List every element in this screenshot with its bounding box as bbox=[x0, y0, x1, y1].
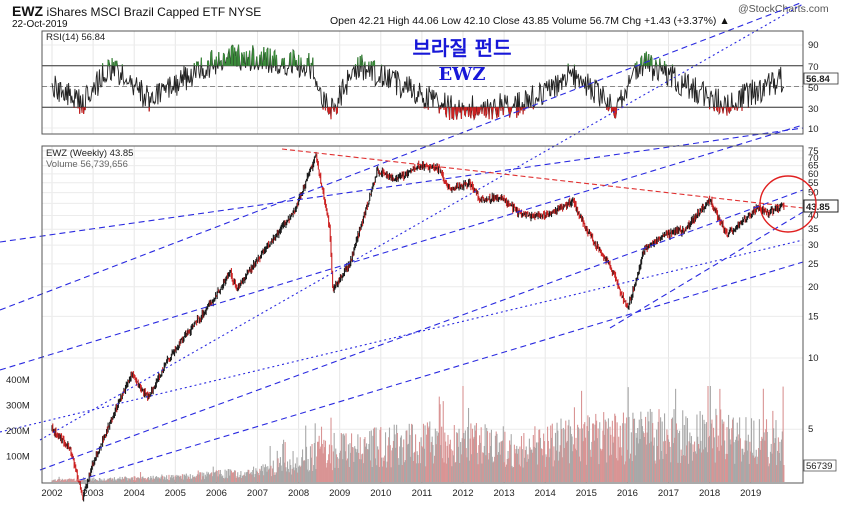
x-label-2014: 2014 bbox=[535, 488, 556, 499]
trendlines bbox=[0, 1, 804, 481]
price-tick-15: 15 bbox=[808, 311, 819, 322]
price-channel-line-lower bbox=[79, 261, 804, 481]
price-tick-10: 10 bbox=[808, 353, 819, 364]
volume-tick-300M: 300M bbox=[6, 401, 30, 412]
rsi-label: RSI(14) 56.84 bbox=[46, 32, 105, 43]
brand-watermark: @StockCharts.com bbox=[738, 3, 829, 15]
x-label-2016: 2016 bbox=[617, 488, 638, 499]
price-tick-70: 70 bbox=[808, 153, 819, 164]
x-label-2019: 2019 bbox=[740, 488, 761, 499]
last-volume-value: 56739 bbox=[806, 461, 832, 472]
volume-label: Volume 56,739,656 bbox=[46, 159, 128, 170]
rsi-panel-frame bbox=[41, 30, 804, 135]
rsi-tick-90: 90 bbox=[808, 40, 819, 51]
rsi-current-value: 56.84 bbox=[806, 74, 830, 85]
last-price-value: 43.85 bbox=[806, 202, 830, 213]
price-tick-75: 75 bbox=[808, 146, 819, 157]
price-channel-line-mid2 bbox=[39, 189, 804, 471]
x-label-2011: 2011 bbox=[412, 488, 432, 499]
volume-axis-ticks: 400M 300M 200M 100M bbox=[6, 375, 30, 463]
annotation-ticker-title: EWZ bbox=[438, 64, 485, 85]
volume-bars bbox=[51, 386, 785, 482]
price-tick-20: 20 bbox=[808, 282, 819, 293]
annotation-korean-title: 브라질 펀드 bbox=[413, 36, 512, 60]
price-tick-65: 65 bbox=[808, 161, 819, 172]
price-tick-25: 25 bbox=[808, 259, 819, 270]
chart-date: 22-Oct-2019 bbox=[12, 19, 68, 30]
support-line-2016 bbox=[609, 211, 804, 329]
x-label-2005: 2005 bbox=[165, 488, 186, 499]
x-label-2017: 2017 bbox=[658, 488, 679, 499]
price-tick-30: 30 bbox=[808, 240, 819, 251]
price-axis-ticks: 75706560555045403530252015105 bbox=[808, 146, 819, 435]
x-axis-labels: 2002 2003 2004 2005 2006 2007 2008 2009 2010 2011… bbox=[41, 488, 761, 499]
last-price-box bbox=[803, 199, 839, 213]
rsi-layer bbox=[42, 44, 803, 121]
volume-tick-200M: 200M bbox=[6, 426, 30, 437]
last-volume-box bbox=[803, 459, 837, 472]
highlight-circle bbox=[759, 175, 817, 233]
x-label-2007: 2007 bbox=[247, 488, 268, 499]
price-tick-35: 35 bbox=[808, 224, 819, 235]
symbol: EWZ bbox=[12, 3, 44, 19]
rsi-tick-10: 10 bbox=[808, 124, 819, 135]
x-label-2012: 2012 bbox=[452, 488, 473, 499]
rsi-tick-30: 30 bbox=[808, 104, 819, 115]
rsi-tick-70: 70 bbox=[808, 62, 819, 73]
exchange: NYSE bbox=[228, 5, 262, 19]
price-panel-frame bbox=[41, 145, 804, 484]
price-label: EWZ (Weekly) 43.85 bbox=[46, 148, 133, 159]
x-label-2003: 2003 bbox=[83, 488, 104, 499]
price-tick-55: 55 bbox=[808, 178, 819, 189]
x-label-2018: 2018 bbox=[699, 488, 720, 499]
security-name: iShares MSCI Brazil Capped ETF bbox=[46, 5, 226, 19]
rsi-current-box bbox=[803, 72, 839, 85]
x-label-2004: 2004 bbox=[124, 488, 145, 499]
x-label-2002: 2002 bbox=[41, 488, 62, 499]
rsi-channel-line-top bbox=[0, 1, 804, 311]
rsi-line bbox=[51, 44, 785, 121]
x-label-2008: 2008 bbox=[288, 488, 309, 499]
x-label-2006: 2006 bbox=[206, 488, 227, 499]
x-label-2009: 2009 bbox=[329, 488, 350, 499]
rsi-channel-line-upper bbox=[0, 127, 804, 243]
price-channel-line-top bbox=[39, 3, 804, 441]
volume-tick-100M: 100M bbox=[6, 452, 30, 463]
x-label-2010: 2010 bbox=[370, 488, 391, 499]
volume-tick-400M: 400M bbox=[6, 375, 30, 386]
quote-summary: Open 42.21 High 44.06 Low 42.10 Close 43… bbox=[330, 15, 730, 27]
price-tick-60: 60 bbox=[808, 169, 819, 180]
chart-header-symbol-line: EWZ iShares MSCI Brazil Capped ETF NYSE bbox=[12, 3, 261, 19]
rsi-tick-50: 50 bbox=[808, 83, 819, 94]
x-label-2013: 2013 bbox=[494, 488, 515, 499]
x-label-2015: 2015 bbox=[576, 488, 597, 499]
resistance-line-red bbox=[281, 148, 804, 209]
price-tick-5: 5 bbox=[808, 424, 813, 435]
price-channel-line-middle bbox=[0, 239, 804, 433]
